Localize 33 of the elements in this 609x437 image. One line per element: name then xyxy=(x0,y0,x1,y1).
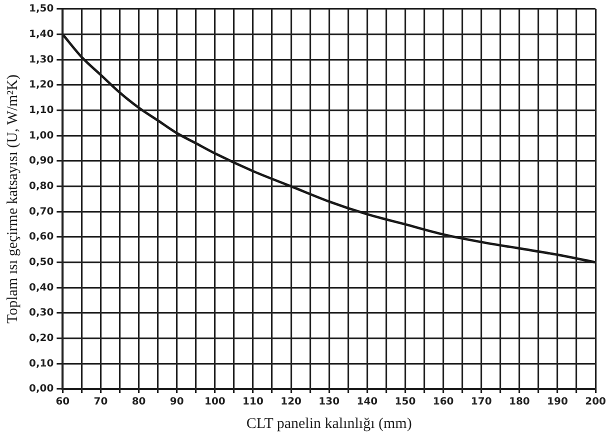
y-tick-label: 1,00 xyxy=(28,130,54,142)
x-tick-label: 80 xyxy=(132,396,146,408)
x-tick-label: 130 xyxy=(318,396,340,408)
y-tick-label: 0,80 xyxy=(28,180,54,192)
x-axis-title: CLT panelin kalınlığı (mm) xyxy=(246,416,412,432)
y-tick-label: 0,00 xyxy=(28,384,54,395)
x-tick-label: 150 xyxy=(394,396,416,408)
y-axis-title: Toplam ısı geçirme katsayısı (U, W/m²K) xyxy=(4,74,21,324)
x-tick-label: 160 xyxy=(432,396,454,408)
y-tick-label: 0,90 xyxy=(28,156,54,167)
y-tick-label: 1,50 xyxy=(28,4,54,15)
y-tick-label: 0,50 xyxy=(28,256,54,268)
y-tick-label: 1,10 xyxy=(28,104,54,116)
y-tick-label: 0,20 xyxy=(28,332,54,344)
x-tick-label: 140 xyxy=(356,396,378,408)
x-tick-label: 170 xyxy=(470,396,492,408)
y-tick-label: 1,20 xyxy=(28,80,54,91)
x-tick-label: 70 xyxy=(94,396,108,408)
y-tick-label: 1,30 xyxy=(28,54,54,66)
y-tick-label: 1,40 xyxy=(28,28,54,40)
x-tick-label: 110 xyxy=(242,396,264,408)
y-tick-label: 0,30 xyxy=(28,308,54,319)
x-tick-label: 200 xyxy=(585,396,606,408)
y-tick-label: 0,10 xyxy=(28,358,54,370)
x-tick-label: 90 xyxy=(170,396,184,408)
x-tick-label: 120 xyxy=(280,396,302,408)
x-tick-label: 100 xyxy=(204,396,226,408)
y-tick-label: 0,70 xyxy=(28,206,54,218)
y-tick-label: 0,60 xyxy=(28,232,54,243)
x-tick-label: 180 xyxy=(509,396,530,408)
y-tick-label: 0,40 xyxy=(28,282,54,294)
x-tick-label: 190 xyxy=(547,396,568,408)
x-tick-label: 60 xyxy=(56,396,70,408)
